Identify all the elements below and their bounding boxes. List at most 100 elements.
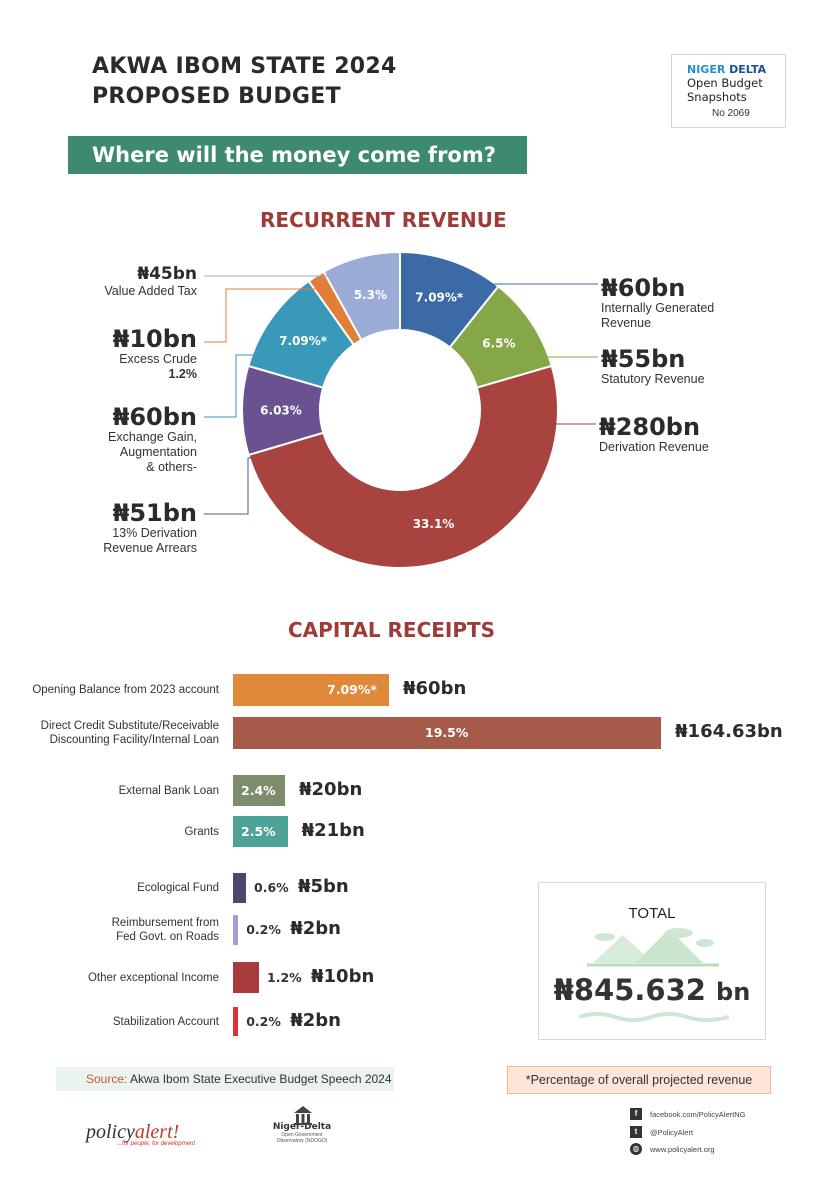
bar-amount-2: ₦20bn xyxy=(299,778,363,800)
amount-arrears: ₦51bn xyxy=(112,499,197,527)
bar-0 xyxy=(233,674,389,706)
bar-pct-7: 0.2% xyxy=(246,1013,281,1029)
total-box: TOTAL ₦845.632 bn xyxy=(538,882,766,1040)
leader-line-exchange xyxy=(204,354,258,418)
label-excess: ₦10bn Excess Crude 1.2% xyxy=(113,326,197,381)
facebook-link[interactable]: f facebook.com/PolicyAlertNG xyxy=(630,1108,745,1120)
bar-1 xyxy=(233,717,662,749)
bar-amount-3: ₦21bn xyxy=(301,819,365,841)
bar-7 xyxy=(233,1007,239,1036)
bar-6 xyxy=(233,962,259,993)
slice-derivation xyxy=(247,364,559,570)
page-title: AKWA IBOM STATE 2024 PROPOSED BUDGET xyxy=(92,52,397,112)
bar-label-5: Reimbursement from Fed Govt. on Roads xyxy=(111,917,219,943)
bar-amount-5: ₦2bn xyxy=(290,918,341,939)
slice-exchange xyxy=(247,279,356,389)
label-arrears-line2: Revenue Arrears xyxy=(103,541,197,555)
ndogo-title: Niger-Delta xyxy=(272,1122,332,1132)
label-exchange: ₦60bn Exchange Gain, Augmentation & othe… xyxy=(108,404,197,475)
label-arrears-line1: 13% Derivation xyxy=(112,526,197,540)
snapshot-logo-line2: Open Budget xyxy=(687,76,763,90)
label-vat-line1: Value Added Tax xyxy=(104,284,197,298)
twitter-icon: t xyxy=(630,1126,642,1138)
bar-amount-4: ₦5bn xyxy=(298,876,349,897)
slice-igr xyxy=(399,250,500,349)
slice-arrears xyxy=(241,364,325,457)
bar-label-0: Opening Balance from 2023 account xyxy=(32,684,219,696)
bar-amount-7: ₦2bn xyxy=(290,1009,341,1031)
snapshot-logo-line1: NIGER DELTA xyxy=(687,63,767,76)
label-statutory: ₦55bn Statutory Revenue xyxy=(601,346,705,387)
bar-3 xyxy=(233,816,288,847)
bar-5 xyxy=(233,915,239,945)
label-exchange-line3: & others- xyxy=(146,460,197,474)
pct-label-igr: 7.09%* xyxy=(415,291,464,305)
slice-excess xyxy=(307,270,363,347)
slice-vat xyxy=(322,250,401,342)
bar-pct-3: 2.5% xyxy=(241,823,276,839)
policy-alert-tagline: ...for people, for development xyxy=(117,1141,196,1147)
pct-label-derivation: 33.1% xyxy=(413,517,455,531)
delta-landscape-icon xyxy=(587,928,719,967)
bar-label-4: Ecological Fund xyxy=(137,882,219,894)
amount-derivation: ₦280bn xyxy=(599,413,701,441)
percentage-note: *Percentage of overall projected revenue xyxy=(507,1066,771,1094)
amount-igr: ₦60bn xyxy=(601,274,686,302)
website-link[interactable]: ◍ www.policyalert.org xyxy=(630,1143,715,1155)
building-icon xyxy=(294,1106,312,1125)
bar-label-6: Other exceptional Income xyxy=(87,971,219,984)
pct-label-statutory: 6.5% xyxy=(482,337,515,351)
label-igr: ₦60bn Internally Generated Revenue xyxy=(601,275,714,331)
question-banner: Where will the money come from? xyxy=(68,136,527,174)
bar-amount-6: ₦10bn xyxy=(311,965,375,987)
amount-statutory: ₦55bn xyxy=(601,345,686,373)
pct-excess: 1.2% xyxy=(168,367,198,381)
bar-label-1: Direct Credit Substitute/Receivable Disco… xyxy=(40,720,219,746)
globe-icon: ◍ xyxy=(630,1143,642,1155)
twitter-link[interactable]: t @PolicyAlert xyxy=(630,1126,693,1138)
wave-decoration-icon xyxy=(579,1012,729,1022)
label-derivation-line1: Derivation Revenue xyxy=(599,440,709,454)
ndogo-sub: Open Government Observatory (NDOGO) xyxy=(276,1132,328,1144)
policy-alert-logo: policyalert! xyxy=(86,1121,180,1143)
amount-vat: ₦45bn xyxy=(137,264,197,284)
ndogo-logo: Niger-Delta Open Government Observatory … xyxy=(272,1100,332,1144)
capital-receipts-title: CAPITAL RECEIPTS xyxy=(288,618,496,642)
title-line-1: AKWA IBOM STATE 2024 xyxy=(92,54,397,79)
snapshot-number: No 2069 xyxy=(712,108,750,119)
bar-label-7: Stabilization Account xyxy=(112,1015,219,1028)
bar-2 xyxy=(233,775,285,806)
label-exchange-line2: Augmentation xyxy=(119,445,197,459)
label-exchange-line1: Exchange Gain, xyxy=(108,430,197,444)
pct-label-vat: 5.3% xyxy=(354,288,387,302)
label-arrears: ₦51bn 13% Derivation Revenue Arrears xyxy=(103,500,197,556)
source-note: Source: Akwa Ibom State Executive Budget… xyxy=(56,1067,394,1091)
bar-label-2: External Bank Loan xyxy=(118,784,219,797)
bar-4 xyxy=(233,873,246,903)
label-vat: ₦45bn Value Added Tax xyxy=(104,264,197,299)
amount-exchange: ₦60bn xyxy=(112,403,197,431)
pct-label-exchange: 7.09%* xyxy=(279,334,328,348)
leader-line-arrears xyxy=(204,457,252,515)
title-line-2: PROPOSED BUDGET xyxy=(92,84,341,109)
snapshot-logo: NIGER DELTA Open Budget Snapshots No 206… xyxy=(671,54,786,128)
bar-pct-5: 0.2% xyxy=(246,922,281,937)
leader-line-excess xyxy=(204,288,318,343)
pct-label-arrears: 6.03% xyxy=(260,403,302,417)
bar-pct-4: 0.6% xyxy=(254,880,289,895)
bar-pct-1: 19.5% xyxy=(425,725,469,740)
bar-amount-0: ₦60bn xyxy=(403,678,467,699)
facebook-icon: f xyxy=(630,1108,642,1120)
label-derivation: ₦280bn Derivation Revenue xyxy=(599,414,709,455)
bar-label-3: Grants xyxy=(184,825,219,838)
bar-amount-1: ₦164.63bn xyxy=(675,721,783,742)
total-value: ₦845.632 bn xyxy=(553,973,751,1007)
amount-excess: ₦10bn xyxy=(112,325,197,353)
bar-pct-6: 1.2% xyxy=(267,969,302,985)
label-excess-line1: Excess Crude xyxy=(119,352,197,366)
snapshot-logo-line3: Snapshots xyxy=(687,90,747,104)
slice-statutory xyxy=(448,284,553,389)
bar-pct-0: 7.09%* xyxy=(327,682,377,697)
label-igr-line1: Internally Generated xyxy=(601,301,715,315)
label-statutory-line1: Statutory Revenue xyxy=(601,372,705,386)
